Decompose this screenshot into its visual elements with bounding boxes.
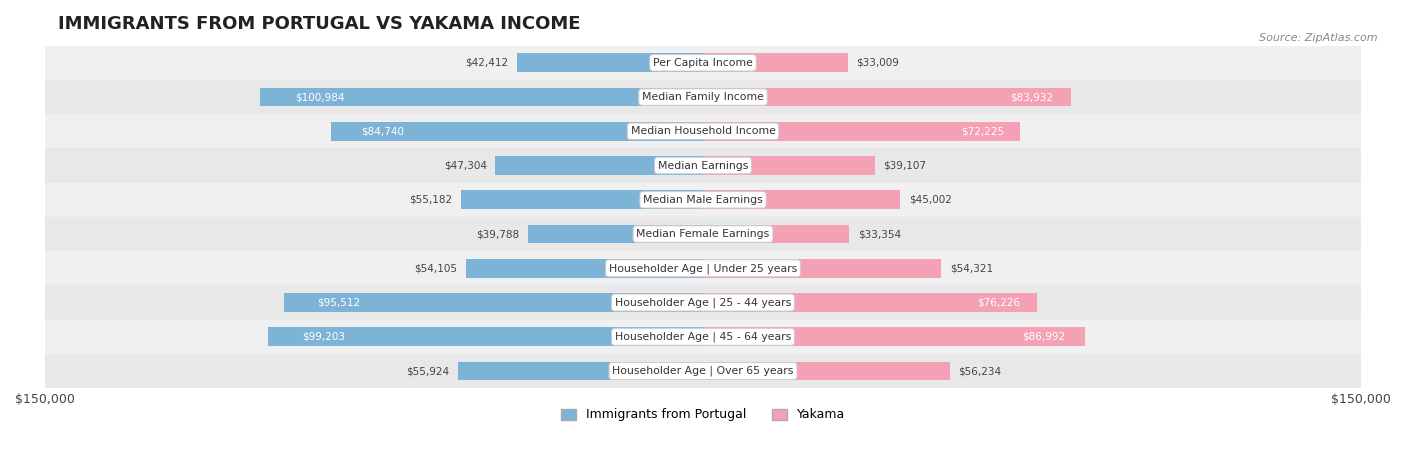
Text: $83,932: $83,932: [1010, 92, 1053, 102]
Bar: [458, 361, 703, 381]
Text: $54,321: $54,321: [950, 263, 993, 273]
Bar: [465, 259, 703, 278]
Bar: [703, 293, 1038, 312]
Text: Householder Age | Under 25 years: Householder Age | Under 25 years: [609, 263, 797, 274]
Bar: [45, 46, 1361, 80]
Text: $39,107: $39,107: [883, 161, 927, 170]
Text: $84,740: $84,740: [361, 126, 404, 136]
Bar: [45, 285, 1361, 319]
Bar: [703, 361, 949, 381]
Text: $33,354: $33,354: [858, 229, 901, 239]
Text: $54,105: $54,105: [413, 263, 457, 273]
Bar: [703, 53, 848, 72]
Text: $45,002: $45,002: [910, 195, 952, 205]
Bar: [45, 217, 1361, 251]
Bar: [703, 327, 1084, 346]
Bar: [284, 293, 703, 312]
Text: $100,984: $100,984: [295, 92, 344, 102]
Text: Householder Age | 25 - 44 years: Householder Age | 25 - 44 years: [614, 297, 792, 308]
Bar: [461, 191, 703, 209]
Text: Householder Age | Over 65 years: Householder Age | Over 65 years: [612, 366, 794, 376]
Text: Median Female Earnings: Median Female Earnings: [637, 229, 769, 239]
Bar: [45, 251, 1361, 285]
Bar: [703, 156, 875, 175]
Text: Median Family Income: Median Family Income: [643, 92, 763, 102]
Legend: Immigrants from Portugal, Yakama: Immigrants from Portugal, Yakama: [557, 403, 849, 426]
Bar: [260, 88, 703, 106]
Bar: [703, 225, 849, 243]
Bar: [45, 149, 1361, 183]
Bar: [267, 327, 703, 346]
Bar: [517, 53, 703, 72]
Bar: [703, 122, 1019, 141]
Bar: [45, 319, 1361, 354]
Text: $76,226: $76,226: [977, 297, 1021, 308]
Text: $72,225: $72,225: [960, 126, 1004, 136]
Text: Median Household Income: Median Household Income: [630, 126, 776, 136]
Bar: [45, 354, 1361, 388]
Bar: [45, 80, 1361, 114]
Bar: [45, 183, 1361, 217]
Bar: [495, 156, 703, 175]
Text: $56,234: $56,234: [959, 366, 1001, 376]
Text: Source: ZipAtlas.com: Source: ZipAtlas.com: [1260, 33, 1378, 42]
Bar: [703, 88, 1071, 106]
Bar: [703, 191, 900, 209]
Text: Median Earnings: Median Earnings: [658, 161, 748, 170]
Text: $55,924: $55,924: [406, 366, 449, 376]
Text: $47,304: $47,304: [444, 161, 486, 170]
Text: $33,009: $33,009: [856, 58, 900, 68]
Bar: [332, 122, 703, 141]
Text: Median Male Earnings: Median Male Earnings: [643, 195, 763, 205]
Text: $99,203: $99,203: [302, 332, 346, 342]
Text: Per Capita Income: Per Capita Income: [652, 58, 754, 68]
Bar: [529, 225, 703, 243]
Text: Householder Age | 45 - 64 years: Householder Age | 45 - 64 years: [614, 332, 792, 342]
Text: IMMIGRANTS FROM PORTUGAL VS YAKAMA INCOME: IMMIGRANTS FROM PORTUGAL VS YAKAMA INCOM…: [58, 15, 581, 33]
Text: $42,412: $42,412: [465, 58, 508, 68]
Text: $39,788: $39,788: [477, 229, 520, 239]
Bar: [45, 114, 1361, 149]
Bar: [703, 259, 941, 278]
Text: $95,512: $95,512: [318, 297, 360, 308]
Text: $86,992: $86,992: [1022, 332, 1066, 342]
Text: $55,182: $55,182: [409, 195, 453, 205]
